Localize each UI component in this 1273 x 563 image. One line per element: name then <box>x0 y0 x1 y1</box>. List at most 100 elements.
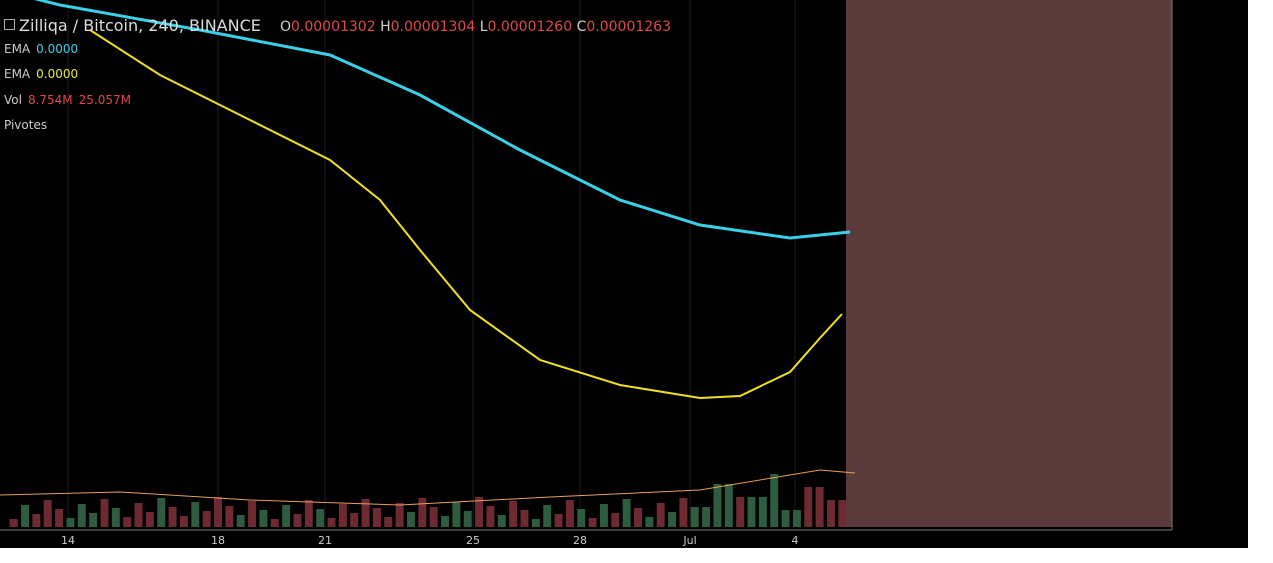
volume-bar <box>611 513 620 527</box>
open-label: O <box>279 19 291 35</box>
volume-bar <box>554 514 563 527</box>
volume-bar <box>338 504 347 527</box>
projection-zone <box>846 0 1172 527</box>
close-label: C <box>576 19 587 35</box>
volume-bar <box>509 501 518 527</box>
volume-bar <box>463 511 472 527</box>
volume-bar <box>168 507 177 527</box>
symbol-title: Zilliqa / Bitcoin, 240, BINANCE <box>19 16 261 35</box>
price-axis: 0.000015000.000014500.000013500.00001300… <box>0 0 1248 548</box>
volume-bar <box>577 509 586 527</box>
volume-bar <box>656 503 665 527</box>
volume-bar <box>316 509 325 527</box>
axis-bg <box>1172 0 1248 548</box>
volume-bar <box>350 513 359 527</box>
volume-bar <box>770 474 779 527</box>
volume-bar <box>282 505 291 527</box>
volume-bar <box>225 506 234 527</box>
volume-bar <box>361 499 370 527</box>
volume-bar <box>214 497 222 527</box>
volume-bar <box>690 507 699 527</box>
chart-header: Zilliqa / Bitcoin, 240, BINANCE O0.00001… <box>4 16 671 35</box>
ema-legend-1: EMA 0.0000 <box>4 42 79 56</box>
volume-bar <box>827 500 835 527</box>
volume-bar <box>259 510 268 527</box>
volume-bar <box>781 510 790 527</box>
volume-bar <box>9 519 18 527</box>
volume-bar <box>304 500 313 527</box>
ema-legend-2: EMA 0.0000 <box>4 67 79 81</box>
pivots-legend: Pivotes <box>4 118 48 132</box>
volume-bar <box>202 511 211 527</box>
volume-bar <box>407 512 415 527</box>
volume-bar <box>702 507 711 527</box>
volume-bar <box>418 498 427 527</box>
volume-bar <box>668 512 677 527</box>
volume-bar <box>157 498 166 527</box>
volume-bar <box>293 514 302 527</box>
volume-bar <box>32 514 41 527</box>
x-tick-label: 14 <box>61 534 75 547</box>
volume-bar <box>543 505 552 527</box>
volume-bar <box>384 517 393 527</box>
x-tick-label: 28 <box>573 534 587 547</box>
volume-bar <box>486 506 495 527</box>
volume-bar <box>89 513 98 527</box>
volume-bar <box>145 512 154 527</box>
volume-bar <box>747 497 756 527</box>
price-chart[interactable]: 0.00%(0.00001424)23.60%(0.00001310)38.20… <box>0 0 1248 548</box>
volume-bar <box>736 497 745 527</box>
volume-bar <box>43 500 52 527</box>
volume-bar <box>100 499 109 527</box>
volume-bar <box>838 500 847 527</box>
x-tick-label: 25 <box>466 534 480 547</box>
volume-bar <box>520 510 529 527</box>
volume-bar <box>531 519 540 527</box>
open-value: 0.00001302 <box>291 19 376 35</box>
volume-bar <box>645 517 654 527</box>
volume-bars <box>9 474 847 527</box>
x-tick-label: Jul <box>682 534 696 547</box>
x-tick-label: 21 <box>318 534 332 547</box>
high-label: H <box>380 19 391 35</box>
volume-bar <box>179 516 188 527</box>
volume-bar <box>191 502 200 527</box>
volume-bar <box>21 505 29 527</box>
volume-bar <box>724 484 733 527</box>
volume-ma <box>0 469 856 506</box>
volume-bar <box>634 508 642 527</box>
volume-bar <box>679 498 688 527</box>
volume-bar <box>713 484 722 527</box>
volume-bar <box>599 504 608 527</box>
close-value: 0.00001263 <box>586 19 671 35</box>
volume-bar <box>66 518 75 527</box>
volume-bar <box>475 497 484 527</box>
volume-bar <box>452 502 461 527</box>
volume-bar <box>55 509 64 527</box>
volume-bar <box>804 487 813 527</box>
ema-cyan <box>33 0 851 240</box>
volume-bar <box>372 508 381 527</box>
volume-bar <box>588 518 597 527</box>
volume-bar <box>77 504 86 527</box>
volume-legend: Vol 8.754M 25.057M <box>4 93 132 107</box>
volume-bar <box>270 519 279 527</box>
volume-bar <box>248 501 257 527</box>
x-tick-label: 18 <box>211 534 225 547</box>
volume-bar <box>792 510 801 527</box>
volume-bar <box>111 508 120 527</box>
volume-bar <box>758 497 767 527</box>
volume-bar <box>429 507 438 527</box>
chart-panel[interactable]: 0.00%(0.00001424)23.60%(0.00001310)38.20… <box>0 0 1248 548</box>
volume-bar <box>565 500 574 527</box>
volume-bar <box>815 487 824 527</box>
volume-bar <box>441 516 449 527</box>
low-value: 0.00001260 <box>487 19 573 35</box>
ema-yellow <box>89 29 843 400</box>
volume-bar <box>497 515 506 527</box>
volume-bar <box>134 503 143 527</box>
low-label: L <box>479 19 488 35</box>
collapse-icon[interactable] <box>4 19 15 30</box>
volume-bar <box>622 499 631 527</box>
volume-bar <box>236 515 245 527</box>
